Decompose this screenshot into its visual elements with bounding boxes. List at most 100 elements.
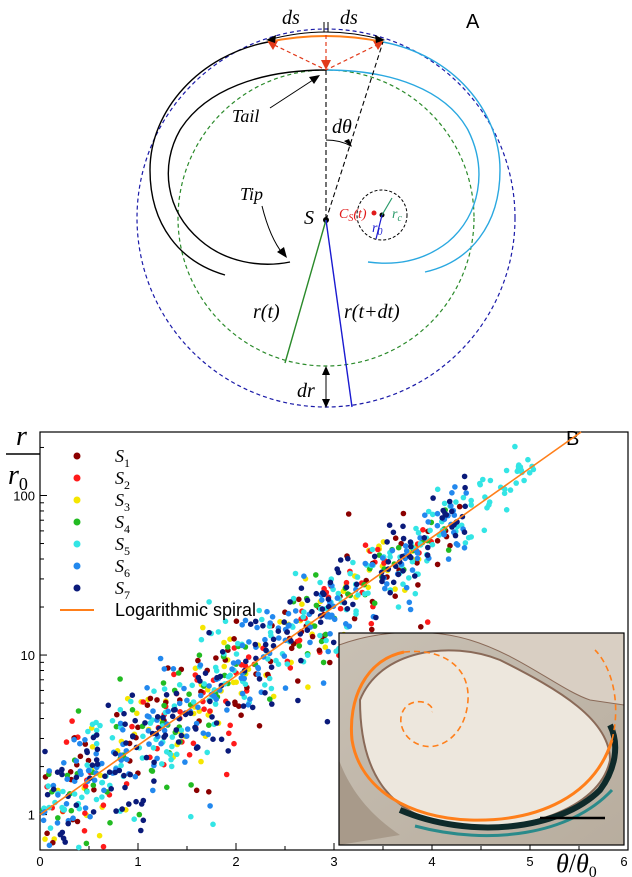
data-point-s5 [427, 527, 433, 534]
data-point-s7 [295, 697, 301, 704]
data-point-s6 [453, 541, 460, 547]
data-point-s5 [354, 574, 361, 580]
data-point-s7 [116, 767, 123, 774]
data-point-s6 [325, 611, 332, 618]
data-point-s7 [225, 700, 231, 707]
data-point-s1 [392, 593, 399, 599]
data-point-s6 [183, 733, 190, 739]
data-point-s5 [429, 541, 436, 548]
data-point-s7 [160, 714, 166, 721]
data-point-s7 [94, 761, 101, 767]
ds-right-label: ds [340, 7, 358, 29]
data-point-s5 [347, 570, 354, 577]
data-point-s7 [126, 801, 132, 807]
data-point-s7 [195, 744, 201, 751]
data-point-s2 [287, 665, 294, 671]
data-point-s1 [144, 702, 151, 708]
data-point-s7 [281, 619, 288, 625]
data-point-s6 [197, 662, 204, 668]
data-point-s7 [379, 578, 385, 585]
tail-pointer-head [309, 75, 320, 84]
data-point-s6 [170, 666, 177, 672]
inset-border [338, 632, 625, 846]
data-point-s6 [55, 792, 61, 798]
data-point-s5 [190, 699, 197, 705]
data-point-s6 [211, 693, 217, 699]
legend-label-s4: S4 [115, 512, 130, 536]
data-point-s5 [159, 761, 165, 767]
data-point-s6 [417, 535, 423, 541]
data-point-s5 [117, 706, 124, 713]
data-point-s5 [265, 656, 271, 662]
legend-marker-s4 [73, 518, 81, 526]
data-point-s7 [350, 601, 356, 608]
data-point-s7 [390, 579, 397, 586]
inset-tissue-top [339, 633, 624, 706]
data-point-s7 [65, 820, 71, 827]
data-point-s1 [67, 769, 74, 775]
data-point-s6 [46, 842, 53, 849]
data-point-s6 [320, 680, 327, 686]
data-point-s7 [60, 835, 67, 842]
data-point-s2 [100, 843, 107, 850]
data-point-s7 [206, 629, 212, 636]
data-point-s7 [178, 732, 185, 739]
data-point-s7 [461, 473, 468, 480]
data-point-s7 [132, 717, 138, 724]
data-point-s6 [64, 776, 70, 782]
data-point-s6 [409, 567, 416, 573]
data-point-s5 [201, 681, 207, 687]
data-point-s7 [337, 557, 344, 563]
data-point-s4 [196, 652, 203, 658]
data-point-s6 [434, 510, 441, 517]
ds-left-label: ds [282, 7, 300, 29]
data-point-s6 [434, 522, 441, 529]
tangent-arrow-center [321, 60, 331, 70]
data-point-s5 [335, 590, 342, 597]
data-point-s5 [468, 534, 475, 540]
data-point-s6 [165, 708, 171, 715]
data-point-s3 [200, 624, 206, 631]
data-point-s1 [309, 633, 316, 640]
ds-arrow-head-right [375, 35, 385, 43]
data-point-s1 [392, 535, 399, 541]
data-point-s5 [85, 728, 91, 735]
data-point-s5 [84, 762, 90, 768]
data-point-s7 [163, 692, 170, 698]
data-point-s6 [334, 595, 341, 601]
data-point-s5 [462, 540, 469, 546]
data-point-s5 [47, 825, 54, 831]
data-point-s7 [287, 599, 293, 605]
r-tdt-line [325, 219, 353, 408]
data-point-s7 [443, 512, 450, 518]
data-point-s5 [99, 794, 105, 800]
data-point-s6 [331, 616, 338, 623]
data-point-s6 [120, 727, 126, 733]
data-point-s5 [109, 735, 116, 741]
data-point-s7 [288, 638, 294, 644]
data-point-s5 [93, 740, 100, 747]
data-point-s5 [503, 507, 510, 513]
data-point-s7 [319, 606, 326, 612]
tip-pointer-head [277, 247, 287, 258]
data-point-s4 [129, 707, 136, 713]
data-point-s7 [50, 786, 57, 793]
data-point-s6 [61, 760, 67, 766]
data-point-s5 [415, 530, 422, 536]
data-point-s4 [311, 623, 318, 629]
tangent-arrow-right [373, 41, 383, 50]
data-point-s6 [198, 692, 204, 699]
data-point-s3 [96, 832, 103, 839]
data-point-s7 [270, 643, 277, 649]
data-point-s1 [414, 560, 420, 566]
dtheta-label: dθ [332, 116, 352, 138]
data-point-s2 [82, 783, 89, 789]
r0-label: r0 [372, 221, 382, 238]
data-point-s6 [362, 560, 369, 567]
data-point-s7 [140, 817, 147, 824]
data-point-s6 [205, 731, 211, 738]
data-point-s7 [395, 571, 402, 578]
data-point-s7 [400, 523, 406, 530]
